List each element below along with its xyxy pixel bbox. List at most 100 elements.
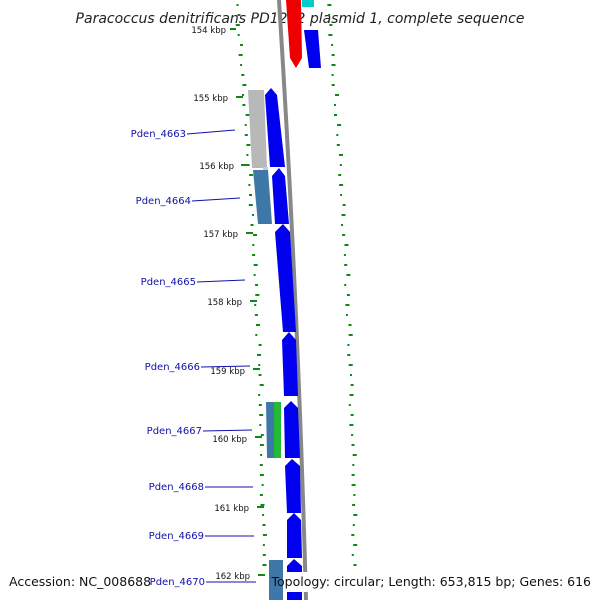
gc-dot bbox=[340, 194, 343, 196]
gc-dot bbox=[262, 524, 266, 526]
connector bbox=[263, 167, 268, 170]
gc-dot bbox=[343, 254, 346, 256]
leader-line bbox=[186, 129, 236, 135]
cds-4664[interactable] bbox=[272, 168, 289, 224]
gc-dot bbox=[331, 84, 335, 86]
gc-dot bbox=[241, 74, 245, 76]
gc-dot bbox=[328, 14, 331, 16]
tick-label: 157 kbp bbox=[203, 230, 238, 240]
gc-dot bbox=[248, 184, 251, 186]
gc-dot bbox=[336, 134, 339, 136]
gc-dot bbox=[255, 334, 258, 336]
gc-dot bbox=[353, 514, 358, 516]
gc-dot bbox=[260, 454, 263, 456]
cds-4665[interactable] bbox=[275, 224, 296, 332]
gc-dot bbox=[339, 154, 343, 156]
green-feature-4667[interactable] bbox=[274, 402, 281, 458]
gene-label-4667[interactable]: Pden_4667 bbox=[147, 426, 202, 437]
gray-feature-4663[interactable] bbox=[248, 90, 267, 168]
gc-dot bbox=[254, 314, 258, 316]
gc-dot bbox=[348, 404, 351, 406]
gc-dot bbox=[261, 484, 264, 486]
gc-dot bbox=[331, 44, 334, 46]
reverse-features bbox=[248, 90, 283, 600]
backbone-ring bbox=[277, 0, 308, 600]
gc-dot bbox=[257, 354, 261, 356]
gc-dot bbox=[353, 544, 358, 546]
gc-dot bbox=[351, 484, 356, 486]
red-feature[interactable] bbox=[286, 0, 302, 68]
leader-line bbox=[200, 365, 251, 368]
top-features bbox=[286, 0, 321, 68]
gc-dot bbox=[249, 174, 254, 176]
gene-label-4666[interactable]: Pden_4666 bbox=[145, 362, 200, 373]
gc-dot bbox=[259, 414, 264, 416]
steelblue-feature-4667[interactable] bbox=[266, 402, 274, 458]
gene-labels: Pden_4663 Pden_4664 Pden_4665 Pden_4666 … bbox=[131, 129, 205, 588]
gc-dot bbox=[236, 4, 239, 6]
gc-dot bbox=[260, 504, 265, 506]
cyan-feature[interactable] bbox=[302, 0, 314, 7]
gc-dot bbox=[252, 214, 254, 216]
cds-4668[interactable] bbox=[285, 459, 301, 513]
gc-dot bbox=[331, 74, 334, 76]
gc-dot bbox=[346, 294, 350, 296]
gene-label-4668[interactable]: Pden_4668 bbox=[149, 482, 204, 493]
gc-dot bbox=[237, 14, 241, 16]
gc-dot bbox=[338, 174, 342, 176]
gc-dot bbox=[248, 204, 253, 206]
steelblue-feature-4664[interactable] bbox=[253, 170, 272, 224]
gc-dot bbox=[237, 34, 240, 36]
gc-dot bbox=[346, 274, 351, 276]
gc-dot bbox=[259, 494, 263, 496]
gc-dot bbox=[238, 54, 243, 56]
gc-dot bbox=[255, 294, 260, 296]
gene-label-4669[interactable]: Pden_4669 bbox=[149, 531, 204, 542]
tick-label: 155 kbp bbox=[193, 94, 228, 104]
gc-dot bbox=[259, 464, 263, 466]
topology-text: Topology: circular; Length: 653,815 bp; … bbox=[271, 574, 592, 589]
cds-4663[interactable] bbox=[265, 88, 285, 167]
gc-dot bbox=[259, 444, 264, 446]
gc-dot bbox=[253, 274, 256, 276]
gc-dot bbox=[350, 374, 352, 376]
gc-dot bbox=[344, 284, 347, 286]
leader-line bbox=[191, 197, 241, 202]
tick-labels: 154 kbp 155 kbp 156 kbp 157 kbp 158 kbp … bbox=[191, 26, 250, 582]
gc-dot bbox=[351, 434, 354, 436]
steelblue-feature-4670[interactable] bbox=[269, 560, 283, 600]
tick-label: 162 kbp bbox=[215, 572, 250, 582]
gc-dot bbox=[351, 444, 355, 446]
gene-label-4663[interactable]: Pden_4663 bbox=[131, 129, 186, 140]
gc-dot bbox=[246, 164, 250, 166]
gc-dot bbox=[345, 304, 350, 306]
gc-dot bbox=[262, 564, 267, 566]
gene-label-4665[interactable]: Pden_4665 bbox=[141, 277, 196, 288]
gc-dot bbox=[329, 24, 333, 26]
gc-dot bbox=[259, 424, 262, 426]
gc-dot bbox=[341, 224, 343, 226]
gene-label-4664[interactable]: Pden_4664 bbox=[136, 196, 191, 207]
cds-4666[interactable] bbox=[282, 332, 298, 396]
gc-dot bbox=[250, 224, 254, 226]
gc-dot bbox=[253, 264, 258, 266]
cds-top[interactable] bbox=[304, 30, 321, 68]
ring-connectors bbox=[263, 167, 268, 170]
scale-ticks bbox=[230, 28, 265, 576]
gc-dot bbox=[341, 214, 346, 216]
leader-line bbox=[202, 429, 253, 432]
gc-dot bbox=[258, 394, 261, 396]
gc-dot bbox=[351, 474, 355, 476]
gc-dot bbox=[327, 4, 332, 6]
gc-dot bbox=[349, 424, 354, 426]
gc-dot bbox=[351, 534, 355, 536]
tick-label: 160 kbp bbox=[212, 435, 247, 445]
cds-4667[interactable] bbox=[284, 401, 300, 458]
gc-dot bbox=[240, 64, 243, 66]
gene-label-4670[interactable]: Pden_4670 bbox=[150, 577, 205, 588]
gc-dot bbox=[348, 324, 352, 326]
accession-text: Accession: NC_008688 bbox=[9, 574, 151, 589]
cds-4669[interactable] bbox=[287, 513, 302, 558]
gc-content-track-right bbox=[327, 4, 358, 566]
